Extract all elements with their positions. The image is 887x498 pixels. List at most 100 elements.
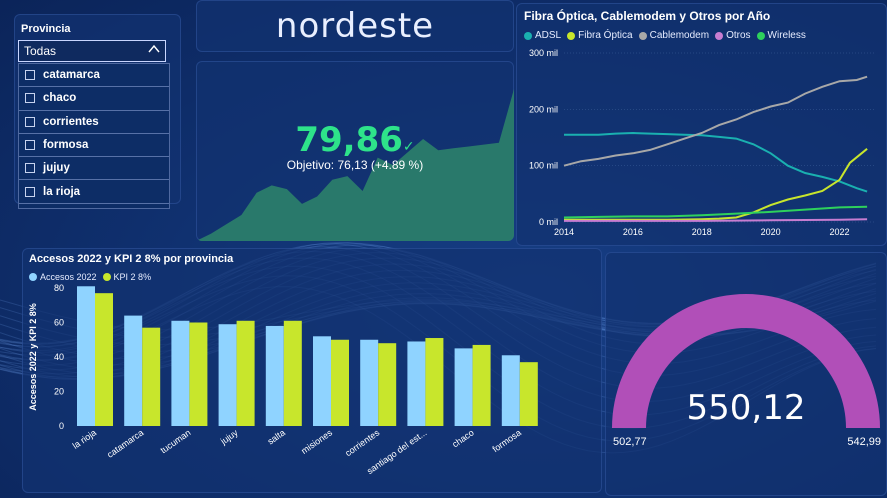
bar-kpi[interactable] bbox=[425, 338, 444, 426]
bar-accesos[interactable] bbox=[124, 315, 143, 426]
bar-kpi[interactable] bbox=[236, 320, 255, 426]
x-tick-label: 2022 bbox=[830, 227, 850, 237]
chevron-up-icon[interactable] bbox=[148, 43, 160, 55]
option-label: jujuy bbox=[43, 162, 70, 175]
x-tick-label: 2014 bbox=[554, 227, 574, 237]
gauge-value: 550,12 bbox=[686, 388, 806, 428]
y-tick-label: 100 mil bbox=[529, 161, 558, 171]
bar-chart-panel: Accesos 2022 y KPI 2 8% por provincia Ac… bbox=[22, 248, 602, 493]
x-tick-label: 2018 bbox=[692, 227, 712, 237]
province-options-list: catamarca chaco corrientes formosa jujuy… bbox=[18, 63, 170, 209]
gauge-max: 542,99 bbox=[847, 436, 881, 448]
x-tick-label: 2020 bbox=[761, 227, 781, 237]
option-jujuy[interactable]: jujuy bbox=[19, 157, 169, 181]
kpi-card: 79,86✓ Objetivo: 76,13 (+4.89 %) bbox=[196, 61, 514, 241]
x-tick-label: chaco bbox=[450, 427, 475, 449]
bar-kpi[interactable] bbox=[283, 320, 302, 426]
bar-kpi[interactable] bbox=[519, 362, 538, 426]
bar-kpi[interactable] bbox=[95, 293, 113, 426]
y-tick-label: 0 bbox=[59, 421, 64, 431]
bar-chart-title: Accesos 2022 y KPI 2 8% por provincia bbox=[29, 253, 234, 265]
x-tick-label: tucuman bbox=[159, 427, 193, 455]
kpi-goal: Objetivo: 76,13 (+4.89 %) bbox=[286, 158, 424, 172]
x-tick-label: misiones bbox=[299, 427, 334, 456]
series-line-wireless[interactable] bbox=[563, 205, 868, 219]
checkbox[interactable] bbox=[25, 70, 35, 81]
legend-item-otros[interactable]: Otros bbox=[715, 30, 751, 41]
legend-dot bbox=[567, 31, 576, 40]
bar-chart-plot: 0 20 40 60 80 Accesos 2022 y KPI 2 8% la rioja… bbox=[28, 283, 538, 476]
series-line-otros[interactable] bbox=[564, 218, 868, 222]
province-dropdown[interactable]: Todas bbox=[18, 40, 166, 62]
x-tick-label: salta bbox=[266, 427, 287, 446]
option-label: catamarca bbox=[43, 69, 100, 82]
line-chart-plot: 0 mil 100 mil 200 mil 300 mil 2014 2016 2018 20… bbox=[529, 48, 874, 237]
bar-accesos[interactable] bbox=[407, 341, 426, 426]
checkbox[interactable] bbox=[25, 93, 35, 104]
legend-item-accesos[interactable]: Accesos 2022 bbox=[29, 272, 97, 282]
province-slicer: Provincia Todas catamarca chaco corrient… bbox=[14, 14, 181, 209]
legend-dot bbox=[715, 31, 724, 40]
region-card: nordeste bbox=[196, 0, 514, 52]
y-tick-label: 300 mil bbox=[529, 48, 558, 58]
y-tick-label: 40 bbox=[54, 352, 64, 362]
checkbox[interactable] bbox=[25, 186, 35, 197]
line-chart-panel: Fibra Óptica, Cablemodem y Otros por Año… bbox=[516, 3, 887, 246]
bar-kpi[interactable] bbox=[378, 343, 397, 426]
legend-dot bbox=[524, 31, 532, 40]
legend-item-adsl[interactable]: ADSL bbox=[524, 30, 561, 41]
series-line-cablemodem[interactable] bbox=[563, 75, 868, 167]
gauge-min: 502,77 bbox=[613, 436, 647, 448]
region-name: nordeste bbox=[275, 6, 435, 46]
bar-kpi[interactable] bbox=[331, 339, 349, 426]
bar-kpi[interactable] bbox=[189, 322, 208, 427]
bar-kpi[interactable] bbox=[142, 327, 161, 426]
legend-item-fibra[interactable]: Fibra Óptica bbox=[567, 30, 633, 41]
x-tick-label: 2016 bbox=[623, 227, 643, 237]
option-formosa[interactable]: formosa bbox=[19, 134, 169, 158]
kpi-value: 79,86✓ bbox=[196, 120, 514, 160]
bar-accesos[interactable] bbox=[501, 355, 520, 426]
bar-accesos[interactable] bbox=[77, 286, 95, 426]
option-catamarca[interactable]: catamarca bbox=[19, 64, 169, 88]
option-label: corrientes bbox=[43, 115, 99, 128]
option-corrientes[interactable]: corrientes bbox=[19, 111, 169, 134]
x-tick-label: corrientes bbox=[343, 427, 382, 458]
bar-accesos[interactable] bbox=[360, 339, 379, 426]
legend-label: Fibra Óptica bbox=[578, 30, 633, 41]
legend-item-wireless[interactable]: Wireless bbox=[756, 30, 806, 41]
y-tick-label: 0 mil bbox=[539, 217, 558, 227]
legend-label: ADSL bbox=[535, 30, 562, 41]
y-tick-label: 20 bbox=[54, 387, 64, 397]
y-axis-label: Accesos 2022 y KPI 2 8% bbox=[28, 303, 38, 411]
x-tick-label: formosa bbox=[491, 427, 523, 454]
bar-accesos[interactable] bbox=[218, 324, 237, 426]
bar-accesos[interactable] bbox=[454, 348, 473, 426]
legend-item-kpi[interactable]: KPI 2 8% bbox=[102, 272, 152, 282]
gauge-arc bbox=[612, 294, 880, 428]
line-chart-title: Fibra Óptica, Cablemodem y Otros por Año bbox=[524, 9, 771, 23]
kpi-trend-area bbox=[196, 89, 514, 241]
legend-dot bbox=[29, 273, 37, 281]
bar-chart-legend: Accesos 2022 KPI 2 8% bbox=[29, 272, 151, 282]
kpi-trend-area-path bbox=[196, 89, 514, 241]
option-la-rioja[interactable]: la rioja bbox=[19, 180, 169, 204]
option-chaco[interactable]: chaco bbox=[19, 87, 169, 111]
option-label: la rioja bbox=[43, 185, 81, 198]
legend-dot bbox=[756, 31, 765, 40]
bar-accesos[interactable] bbox=[171, 320, 190, 426]
bar-kpi[interactable] bbox=[472, 344, 491, 426]
bar-accesos[interactable] bbox=[313, 336, 331, 426]
y-tick-label: 200 mil bbox=[529, 104, 558, 114]
bar-accesos[interactable] bbox=[265, 325, 284, 426]
checkbox[interactable] bbox=[25, 116, 35, 127]
checkbox[interactable] bbox=[25, 163, 35, 174]
series-line-adsl[interactable] bbox=[564, 131, 868, 193]
legend-label: Cablemodem bbox=[649, 30, 710, 41]
legend-label: KPI 2 8% bbox=[113, 272, 152, 282]
legend-label: Accesos 2022 bbox=[40, 272, 97, 282]
x-tick-label: la rioja bbox=[71, 427, 98, 450]
legend-item-cablemodem[interactable]: Cablemodem bbox=[638, 30, 710, 41]
check-icon: ✓ bbox=[402, 139, 415, 155]
checkbox[interactable] bbox=[25, 140, 35, 151]
